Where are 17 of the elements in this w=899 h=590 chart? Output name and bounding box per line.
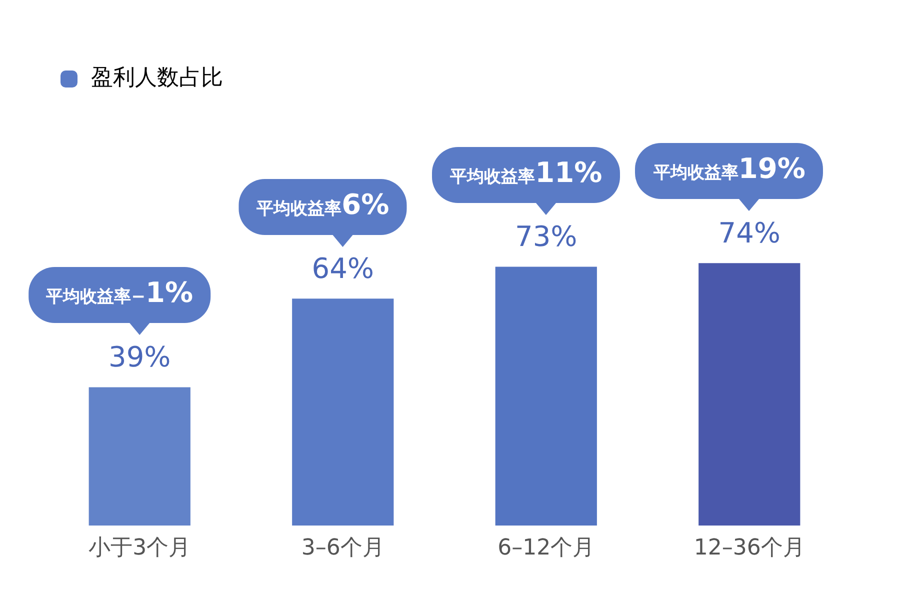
bar <box>292 298 394 526</box>
data-label: 73% <box>515 220 578 253</box>
x-tick-label: 3–6个月 <box>301 536 384 561</box>
annotation: 平均收益率−1% <box>46 276 194 310</box>
bar <box>495 266 597 526</box>
annotation: 平均收益率6% <box>256 188 390 221</box>
data-label: 74% <box>718 216 780 250</box>
x-tick-label: 小于3个月 <box>88 536 191 561</box>
data-label: 64% <box>312 252 374 285</box>
annotation: 平均收益率19% <box>653 152 806 186</box>
x-tick-label: 12–36个月 <box>694 536 805 561</box>
data-label: 39% <box>108 340 171 374</box>
legend-label: 盈利人数占比 <box>91 66 223 91</box>
bar <box>88 387 190 526</box>
annotation: 平均收益率11% <box>450 156 602 189</box>
x-tick-label: 6–12个月 <box>498 536 595 561</box>
bar <box>698 263 800 526</box>
